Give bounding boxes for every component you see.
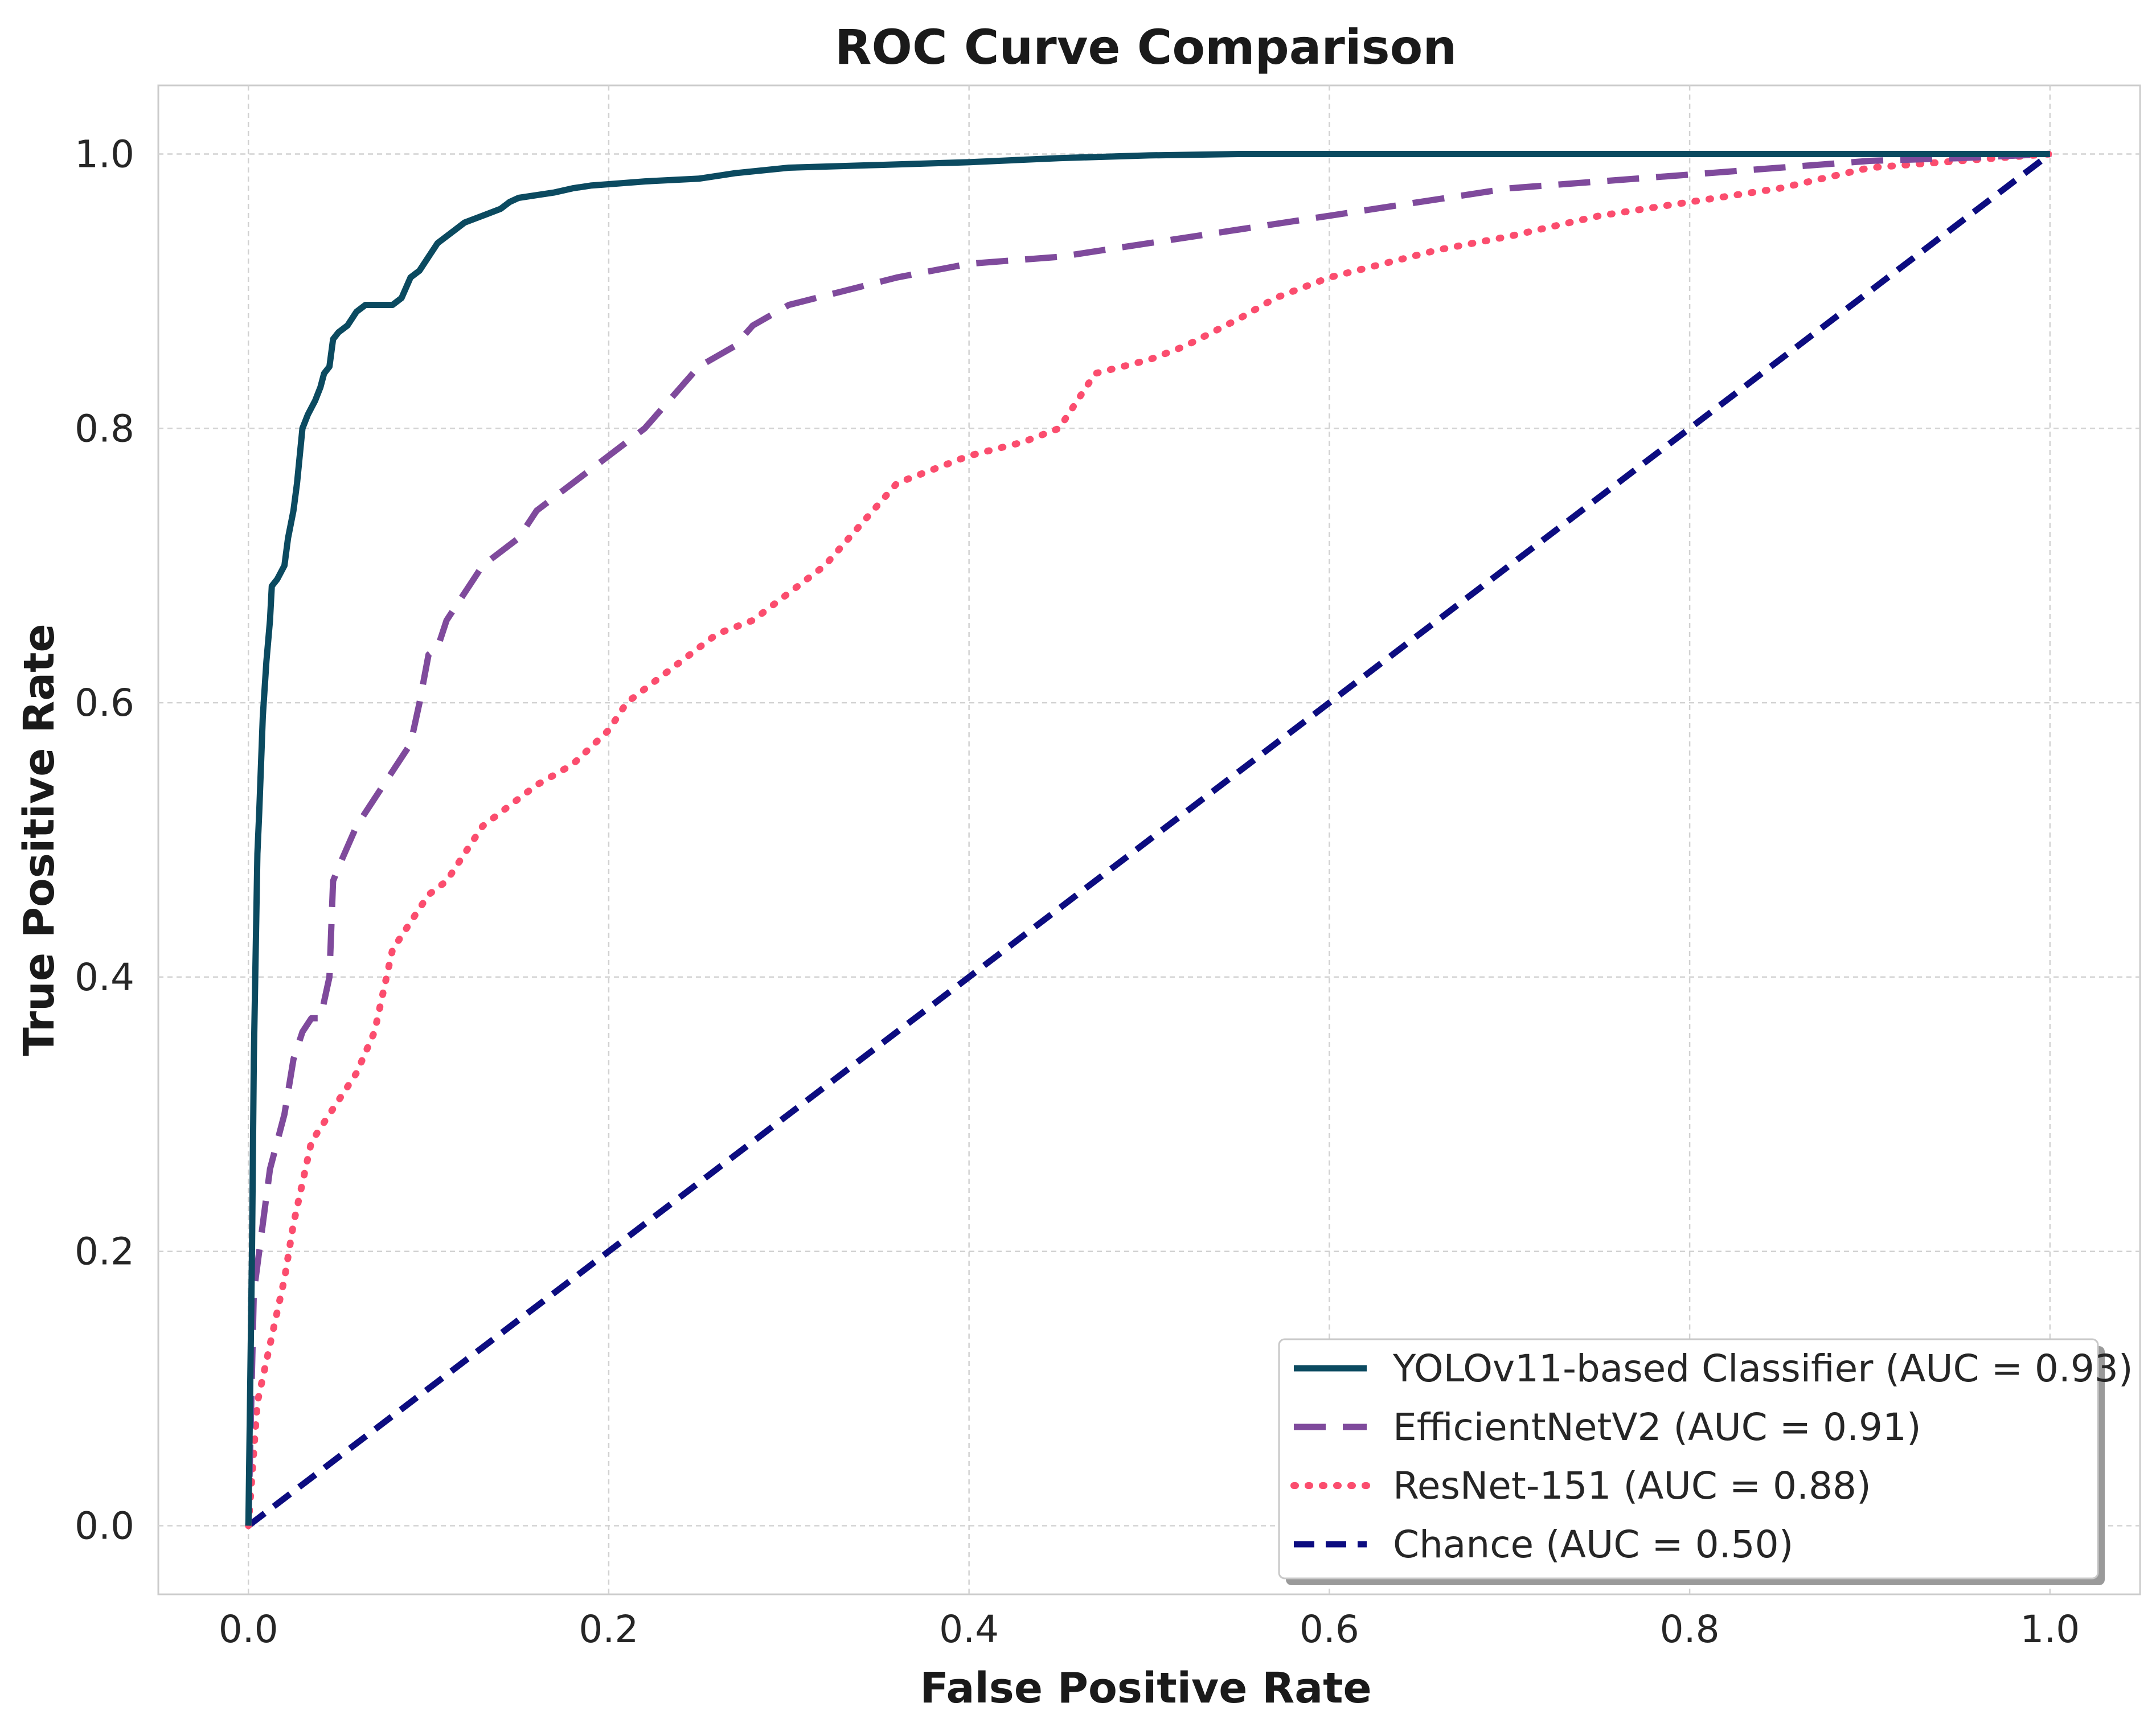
x-axis-label: False Positive Rate — [920, 1664, 1371, 1713]
roc-series-line — [245, 150, 2053, 1529]
series-lines — [245, 150, 2053, 1529]
y-tick-label: 0.2 — [75, 1230, 134, 1274]
y-tick-label: 0.4 — [75, 955, 134, 999]
chart-title: ROC Curve Comparison — [835, 19, 1457, 75]
y-axis-label: True Positive Rate — [15, 623, 64, 1056]
y-tick-label: 0.6 — [75, 681, 134, 725]
roc-series-line — [246, 151, 2052, 1528]
legend-label: YOLOv11-based Classifier (AUC = 0.93) — [1392, 1347, 2133, 1390]
legend-items: YOLOv11-based Classifier (AUC = 0.93) Eff… — [1290, 1347, 2133, 1566]
legend: YOLOv11-based Classifier (AUC = 0.93) Eff… — [1278, 1338, 2133, 1585]
legend-label: Chance (AUC = 0.50) — [1393, 1523, 1793, 1566]
x-tick-label: 0.6 — [1300, 1607, 1359, 1651]
x-tick-label: 0.0 — [219, 1607, 278, 1651]
legend-box — [1278, 1338, 2099, 1580]
x-tick-label: 1.0 — [2020, 1607, 2080, 1651]
x-tick-label: 0.4 — [939, 1607, 999, 1651]
legend-label: EfficientNetV2 (AUC = 0.91) — [1393, 1405, 1921, 1449]
y-tick-label: 0.8 — [75, 407, 134, 450]
x-tick-label: 0.2 — [579, 1607, 638, 1651]
y-tick-label: 1.0 — [75, 132, 134, 176]
x-tick-label: 0.8 — [1660, 1607, 1720, 1651]
y-tick-label: 0.0 — [75, 1504, 134, 1548]
roc-series-line — [245, 151, 2051, 1526]
roc-series-line — [245, 151, 2050, 1526]
legend-label: ResNet-151 (AUC = 0.88) — [1393, 1464, 1871, 1508]
tick-labels: 0.0 0.2 0.4 0.6 0.8 1.0 0.0 0.2 0.4 0.6 0.8 1.0 — [75, 132, 2080, 1651]
